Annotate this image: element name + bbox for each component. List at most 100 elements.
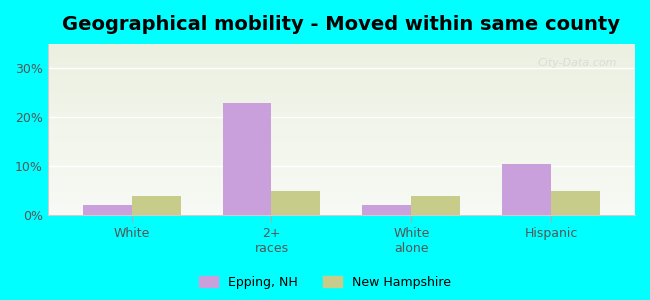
Bar	[502, 164, 551, 215]
Bar	[47, 63, 635, 64]
Bar	[47, 186, 635, 188]
Bar	[47, 100, 635, 102]
Bar	[47, 140, 635, 142]
Bar	[47, 152, 635, 154]
Bar	[47, 90, 635, 92]
Bar	[411, 196, 460, 215]
Bar	[47, 207, 635, 208]
Bar	[47, 167, 635, 169]
Bar	[47, 208, 635, 210]
Bar	[47, 176, 635, 178]
Bar	[47, 80, 635, 82]
Bar	[47, 196, 635, 198]
Bar	[47, 133, 635, 135]
Bar	[47, 148, 635, 150]
Bar	[47, 188, 635, 190]
Bar	[47, 178, 635, 179]
Bar	[47, 126, 635, 128]
Bar	[47, 203, 635, 205]
Bar	[47, 97, 635, 99]
Bar	[47, 58, 635, 59]
Bar	[47, 181, 635, 183]
Bar	[47, 75, 635, 76]
Bar	[47, 121, 635, 123]
Bar	[47, 44, 635, 46]
Bar	[47, 118, 635, 119]
Text: City-Data.com: City-Data.com	[538, 58, 617, 68]
Bar	[47, 47, 635, 49]
Bar	[47, 49, 635, 51]
Bar	[47, 150, 635, 152]
Bar	[47, 179, 635, 181]
Bar	[47, 99, 635, 100]
Bar	[47, 184, 635, 186]
Bar	[47, 124, 635, 126]
Bar	[47, 102, 635, 104]
Bar	[47, 164, 635, 166]
Bar	[47, 76, 635, 78]
Bar	[47, 61, 635, 63]
Bar	[47, 200, 635, 202]
Title: Geographical mobility - Moved within same county: Geographical mobility - Moved within sam…	[62, 15, 620, 34]
Bar	[47, 107, 635, 109]
Legend: Epping, NH, New Hampshire: Epping, NH, New Hampshire	[194, 271, 456, 294]
Bar	[47, 138, 635, 140]
Bar	[47, 78, 635, 80]
Bar	[47, 54, 635, 56]
Bar	[47, 51, 635, 52]
Bar	[47, 128, 635, 130]
Bar	[47, 169, 635, 171]
Bar	[47, 198, 635, 200]
Bar	[47, 106, 635, 107]
Bar	[47, 190, 635, 191]
Bar	[47, 130, 635, 131]
Bar	[132, 196, 181, 215]
Bar	[47, 64, 635, 66]
Bar	[551, 191, 600, 215]
Bar	[47, 160, 635, 162]
Bar	[47, 114, 635, 116]
Bar	[47, 104, 635, 106]
Bar	[47, 59, 635, 61]
Bar	[47, 70, 635, 71]
Bar	[47, 171, 635, 172]
Bar	[47, 205, 635, 207]
Bar	[47, 191, 635, 193]
Bar	[47, 123, 635, 124]
Bar	[47, 66, 635, 68]
Bar	[47, 155, 635, 157]
Bar	[362, 206, 411, 215]
Bar	[47, 52, 635, 54]
Bar	[47, 212, 635, 214]
Bar	[47, 210, 635, 212]
Bar	[47, 135, 635, 137]
Bar	[47, 143, 635, 145]
Bar	[47, 162, 635, 164]
Bar	[47, 46, 635, 47]
Bar	[83, 206, 132, 215]
Bar	[47, 83, 635, 85]
Bar	[47, 145, 635, 147]
Bar	[47, 159, 635, 161]
Bar	[272, 191, 320, 215]
Bar	[47, 111, 635, 112]
Bar	[222, 103, 272, 215]
Bar	[47, 56, 635, 58]
Bar	[47, 214, 635, 215]
Bar	[47, 92, 635, 94]
Bar	[47, 94, 635, 95]
Bar	[47, 112, 635, 114]
Bar	[47, 136, 635, 138]
Bar	[47, 183, 635, 184]
Bar	[47, 202, 635, 203]
Bar	[47, 87, 635, 88]
Bar	[47, 131, 635, 133]
Bar	[47, 68, 635, 70]
Bar	[47, 157, 635, 159]
Bar	[47, 174, 635, 176]
Bar	[47, 73, 635, 75]
Bar	[47, 95, 635, 97]
Bar	[47, 172, 635, 174]
Bar	[47, 82, 635, 83]
Bar	[47, 154, 635, 155]
